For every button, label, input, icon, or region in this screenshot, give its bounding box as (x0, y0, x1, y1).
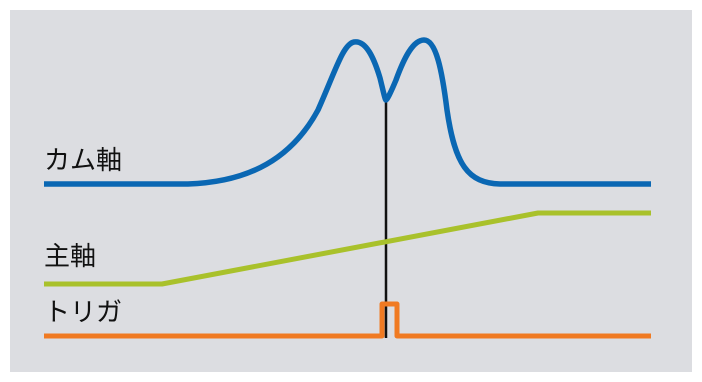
cam-axis-line (44, 37, 651, 187)
trigger-pulse-line (44, 301, 651, 339)
cam-axis-label: カム軸 (44, 146, 123, 176)
diagram-background (10, 10, 692, 372)
main-axis-label: 主軸 (44, 242, 97, 272)
main-axis-line (44, 210, 651, 287)
trigger-label: トリガ (44, 298, 123, 328)
